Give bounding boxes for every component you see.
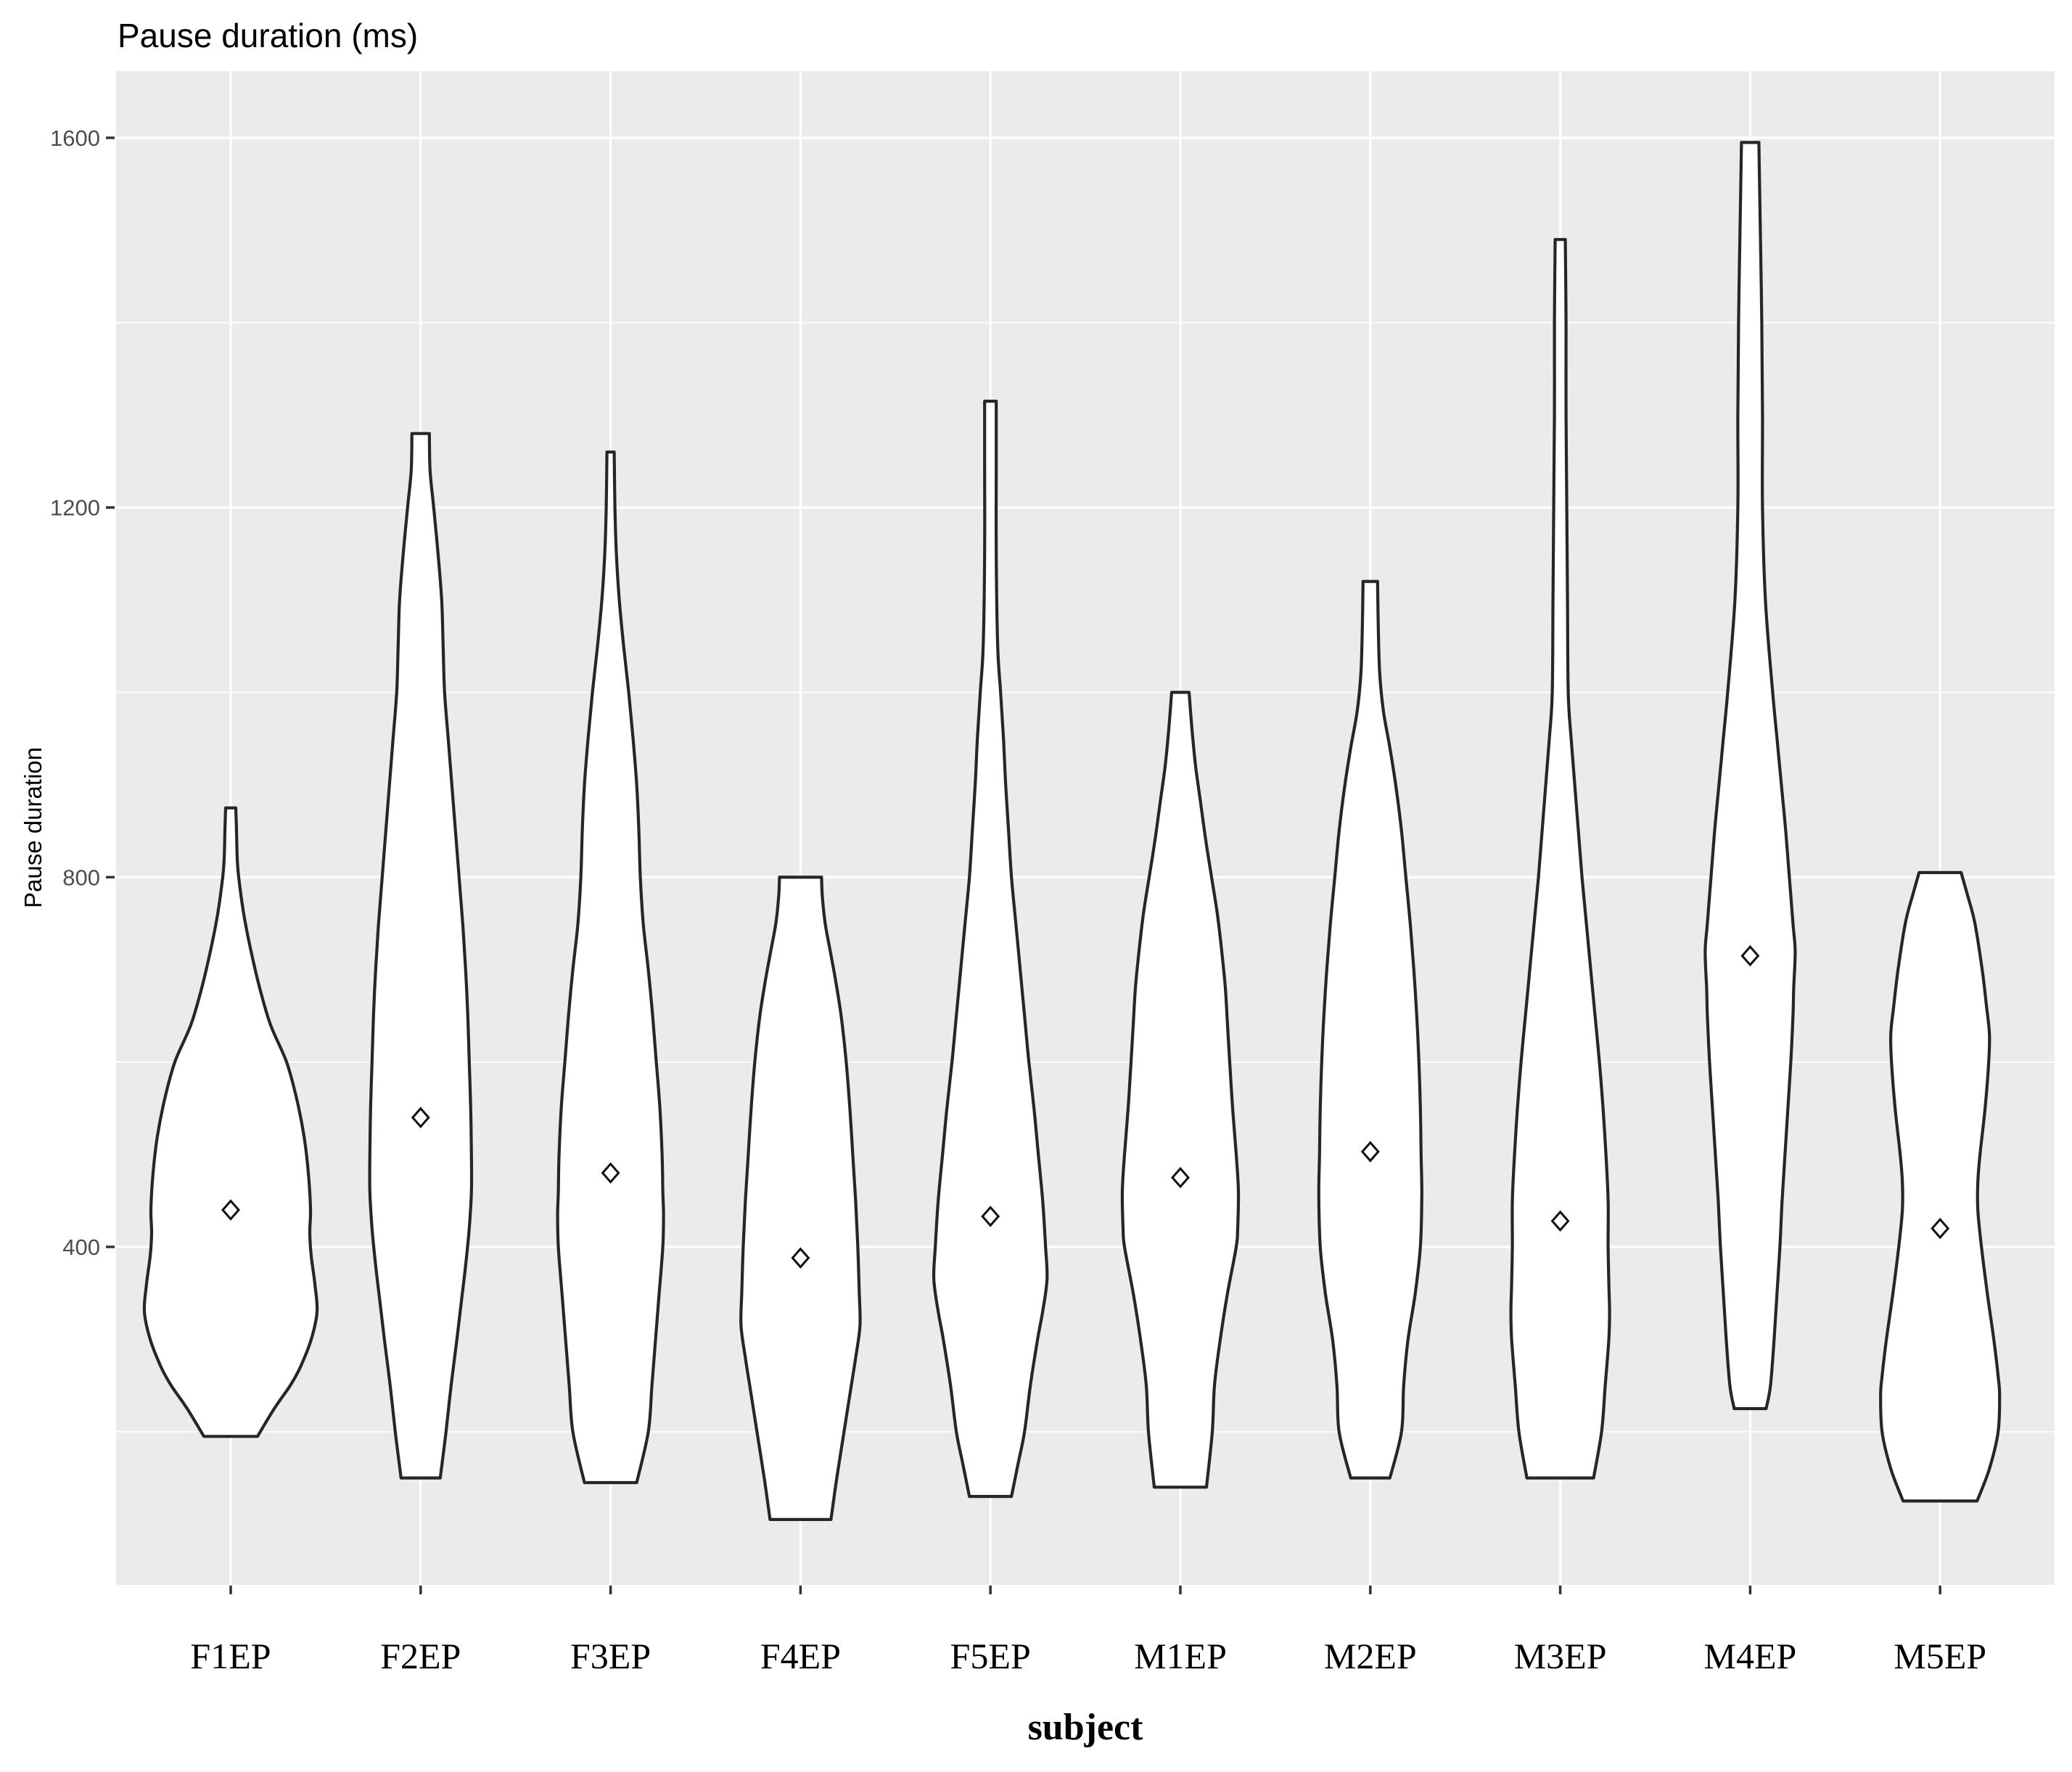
mean-diamond-F3EP [601, 1162, 620, 1184]
x-category-label-F3EP: F3EP [570, 1636, 651, 1676]
x-category-label-F2EP: F2EP [380, 1636, 461, 1676]
mean-diamond-F4EP [791, 1247, 810, 1269]
mean-diamond-M3EP [1550, 1210, 1570, 1232]
x-category-label-F4EP: F4EP [760, 1636, 841, 1676]
mean-diamond-M2EP [1360, 1141, 1380, 1163]
mean-diamond-F1EP [221, 1199, 240, 1221]
violin-F2EP [368, 432, 474, 1480]
y-tick-label-1200: 1200 [50, 495, 100, 521]
violin-M3EP [1509, 238, 1611, 1480]
mean-diamond-M1EP [1171, 1166, 1190, 1189]
violin-M4EP [1703, 141, 1797, 1411]
x-category-label-M3EP: M3EP [1514, 1636, 1607, 1676]
violin-F5EP [932, 400, 1049, 1499]
mean-diamond-F2EP [411, 1106, 430, 1129]
violin-M1EP [1120, 691, 1241, 1489]
x-category-label-F1EP: F1EP [190, 1636, 271, 1676]
y-tick-label-800: 800 [62, 865, 100, 890]
y-axis-title: Pause duration [20, 747, 46, 908]
mean-diamond-M5EP [1931, 1217, 1950, 1240]
violin-F1EP [142, 806, 319, 1438]
y-tick-label-1600: 1600 [50, 125, 100, 151]
x-category-label-M2EP: M2EP [1324, 1636, 1417, 1676]
violin-F4EP [739, 875, 862, 1521]
mean-diamond-M4EP [1740, 944, 1760, 967]
x-axis-title: subject [1027, 1707, 1143, 1748]
violin-M2EP [1317, 580, 1423, 1480]
x-category-label-F5EP: F5EP [950, 1636, 1031, 1676]
violin-M5EP [1879, 870, 2002, 1503]
x-category-label-M5EP: M5EP [1894, 1636, 1986, 1676]
violin-F3EP [556, 450, 665, 1485]
x-category-label-M4EP: M4EP [1703, 1636, 1796, 1676]
y-tick-label-400: 400 [62, 1235, 100, 1260]
plot-title: Pause duration (ms) [118, 17, 419, 54]
x-category-label-M1EP: M1EP [1134, 1636, 1227, 1676]
mean-diamond-F5EP [981, 1206, 1000, 1227]
